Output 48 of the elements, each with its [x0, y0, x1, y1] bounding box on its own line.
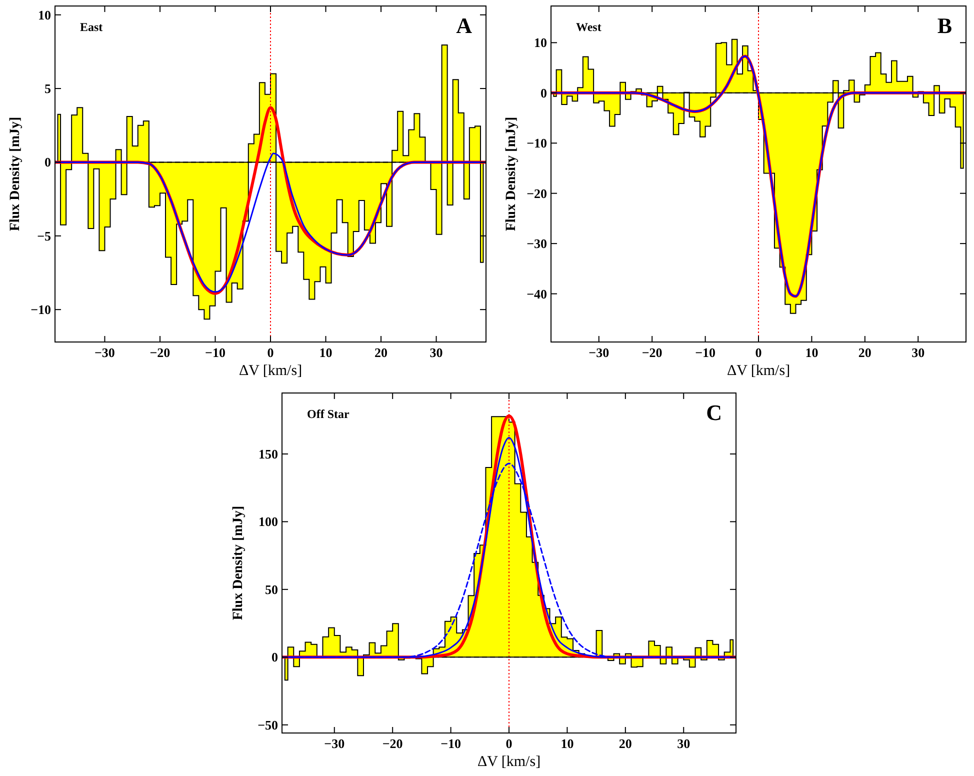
x-tick-label: 0 — [755, 345, 762, 360]
y-tick-label: 0 — [44, 154, 51, 170]
x-tick-label: −20 — [150, 345, 170, 360]
y-tick-label: 5 — [44, 81, 52, 96]
y-tick-label: 0 — [272, 650, 278, 665]
y-tick-label: −5 — [37, 228, 52, 244]
x-tick-label: 30 — [430, 345, 443, 360]
x-tick-label: 20 — [618, 736, 632, 751]
x-tick-label: 30 — [677, 736, 690, 751]
y-tick-label: 10 — [534, 35, 547, 50]
x-tick-label: 30 — [912, 345, 925, 360]
y-tick-label: 10 — [38, 7, 51, 22]
y-axis-title: Flux Density [mJy] — [504, 116, 519, 232]
x-tick-label: −30 — [94, 345, 115, 360]
x-tick-label: −30 — [588, 345, 610, 360]
x-tick-label: −20 — [382, 736, 403, 751]
y-tick-label: −40 — [526, 286, 547, 302]
x-tick-label: −10 — [695, 345, 716, 360]
x-tick-label: 0 — [506, 736, 512, 751]
x-axis-title: ΔV [km/s] — [477, 754, 541, 770]
annotation: East — [80, 20, 103, 34]
y-tick-label: −10 — [526, 136, 547, 151]
y-tick-label: 150 — [258, 446, 278, 462]
y-tick-label: −30 — [526, 236, 547, 252]
x-tick-label: 10 — [319, 345, 332, 360]
x-axis-title: ΔV [km/s] — [238, 363, 302, 379]
y-tick-label: −20 — [526, 186, 547, 201]
x-tick-label: −30 — [324, 736, 345, 751]
y-tick-label: 0 — [540, 85, 547, 100]
x-tick-label: −10 — [440, 736, 462, 751]
annotation: C — [706, 400, 722, 425]
annotation: West — [576, 20, 602, 34]
annotation: A — [456, 13, 472, 38]
x-tick-label: 20 — [374, 345, 388, 360]
x-tick-label: −20 — [642, 345, 662, 360]
x-axis-title: ΔV [km/s] — [726, 363, 790, 379]
x-tick-label: 20 — [858, 345, 872, 360]
y-tick-label: −10 — [30, 302, 51, 318]
y-tick-label: −50 — [258, 717, 278, 732]
x-tick-label: 10 — [560, 736, 574, 751]
x-tick-label: −10 — [205, 345, 226, 360]
y-tick-label: 100 — [258, 514, 278, 530]
y-axis-title: Flux Density [mJy] — [231, 506, 246, 620]
y-tick-label: 50 — [265, 582, 278, 597]
annotation: B — [937, 13, 952, 38]
annotation: Off Star — [307, 407, 350, 421]
x-tick-label: 10 — [805, 345, 818, 360]
y-axis-title: Flux Density [mJy] — [8, 116, 23, 232]
